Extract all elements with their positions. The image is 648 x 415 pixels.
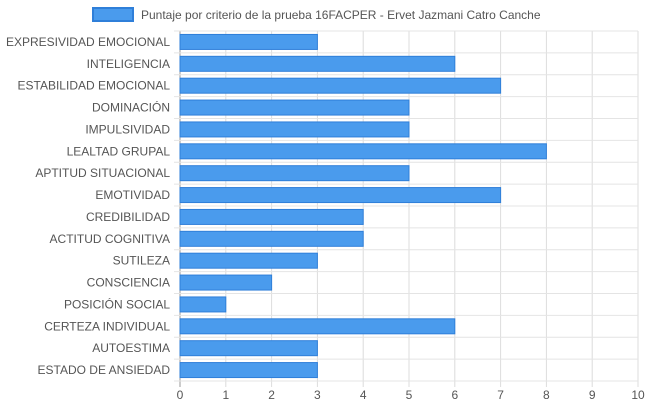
y-tick-label: APTITUD SITUACIONAL xyxy=(35,166,170,180)
bar[interactable] xyxy=(179,296,227,313)
bar[interactable] xyxy=(179,274,273,291)
x-tick-label: 6 xyxy=(451,388,458,402)
bar[interactable] xyxy=(179,165,410,182)
bar[interactable] xyxy=(179,362,318,379)
x-tick-label: 10 xyxy=(631,388,645,402)
y-tick-label: ESTADO DE ANSIEDAD xyxy=(38,363,171,377)
legend-label: Puntaje por criterio de la prueba 16FACP… xyxy=(141,8,541,22)
bar[interactable] xyxy=(179,230,364,247)
y-tick-label: EMOTIVIDAD xyxy=(95,188,170,202)
legend[interactable]: Puntaje por criterio de la prueba 16FACP… xyxy=(92,7,541,22)
x-tick-label: 3 xyxy=(314,388,321,402)
bar[interactable] xyxy=(179,121,410,138)
bar[interactable] xyxy=(179,99,410,116)
bar[interactable] xyxy=(179,252,318,269)
y-tick-label: LEALTAD GRUPAL xyxy=(67,144,171,158)
bar[interactable] xyxy=(179,143,547,160)
y-tick-label: ACTITUD COGNITIVA xyxy=(50,232,170,246)
y-tick-label: IMPULSIVIDAD xyxy=(85,122,170,136)
bar[interactable] xyxy=(179,33,318,50)
y-tick-label: EXPRESIVIDAD EMOCIONAL xyxy=(6,35,170,49)
x-tick-label: 1 xyxy=(222,388,229,402)
bar[interactable] xyxy=(179,340,318,357)
x-axis-labels: 0 1 2 3 4 5 6 7 8 9 10 xyxy=(177,388,645,402)
bar[interactable] xyxy=(179,55,456,72)
y-tick-label: CONSCIENCIA xyxy=(87,276,170,290)
x-tick-label: 4 xyxy=(360,388,367,402)
y-tick-label: DOMINACIÓN xyxy=(92,100,170,115)
bars xyxy=(179,33,547,379)
y-tick-label: SUTILEZA xyxy=(113,254,170,268)
x-tick-label: 8 xyxy=(543,388,550,402)
legend-swatch xyxy=(92,7,134,22)
bar[interactable] xyxy=(179,187,502,204)
x-tick-label: 9 xyxy=(589,388,596,402)
y-tick-label: ESTABILIDAD EMOCIONAL xyxy=(18,79,171,93)
x-tick-label: 7 xyxy=(497,388,504,402)
x-tick-label: 5 xyxy=(406,388,413,402)
x-tick-label: 2 xyxy=(268,388,275,402)
y-tick-label: CREDIBILIDAD xyxy=(86,210,170,224)
bar[interactable] xyxy=(179,208,364,225)
y-tick-label: INTELIGENCIA xyxy=(87,57,170,71)
x-tick-label: 0 xyxy=(177,388,184,402)
bar[interactable] xyxy=(179,318,456,335)
y-tick-label: POSICIÓN SOCIAL xyxy=(64,296,170,311)
bar[interactable] xyxy=(179,77,502,94)
y-axis-labels: EXPRESIVIDAD EMOCIONAL INTELIGENCIA ESTABI… xyxy=(6,35,170,377)
y-tick-label: CERTEZA INDIVIDUAL xyxy=(44,319,170,333)
y-tick-label: AUTOESTIMA xyxy=(92,341,170,355)
